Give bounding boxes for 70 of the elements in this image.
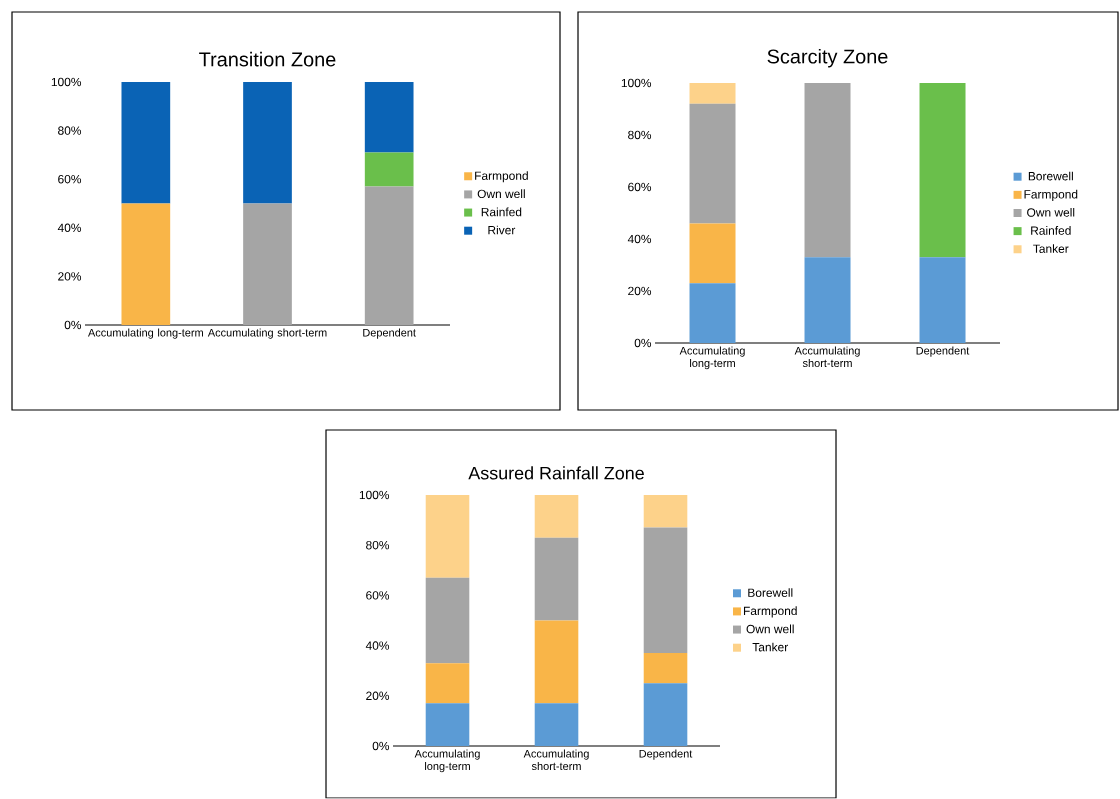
bar <box>689 223 736 284</box>
legend-label: Farmpond <box>475 171 528 183</box>
bar <box>804 83 851 258</box>
y-tick-label: 60% <box>628 182 652 192</box>
x-tick-label: Accumulating short-term <box>523 749 589 771</box>
bar <box>243 82 292 204</box>
x-tick-label: Accumulating long-term <box>414 749 480 773</box>
y-tick-label: 60% <box>366 591 390 600</box>
bar <box>534 703 579 747</box>
legend-label: Tanker <box>752 642 788 652</box>
bar <box>919 257 966 344</box>
bar <box>919 83 966 258</box>
y-tick-label: 0% <box>634 338 652 348</box>
y-tick-label: 40% <box>57 223 82 233</box>
y-tick-label: 20% <box>628 286 652 296</box>
bar <box>425 663 470 704</box>
y-tick-label: 100% <box>359 490 390 500</box>
legend-label: Rainfed <box>481 207 522 217</box>
legend-label: Rainfed <box>1031 226 1071 236</box>
legend-label: Own well <box>1027 208 1075 217</box>
y-tick-label: 0% <box>372 741 390 751</box>
legend-label: Borewell <box>748 588 793 598</box>
bar <box>121 82 171 204</box>
chart-title: Transition Zone <box>199 52 336 67</box>
y-tick-label: 80% <box>628 130 652 140</box>
bar <box>643 527 688 654</box>
legend-label: Farmpond <box>743 606 797 618</box>
bar <box>534 495 579 538</box>
y-tick-label: 100% <box>621 78 652 88</box>
bar <box>689 83 736 104</box>
legend-label: Own well <box>477 189 525 199</box>
legend-label: Tanker <box>1033 244 1069 254</box>
bar <box>643 653 688 684</box>
bar <box>534 620 579 704</box>
bar <box>121 203 171 326</box>
y-tick-label: 80% <box>366 541 390 550</box>
bar <box>534 537 579 621</box>
x-tick-label: Accumulating short-term <box>207 328 327 339</box>
legend-label: Borewell <box>1028 171 1073 181</box>
x-tick-label: Dependent <box>639 749 693 760</box>
chart-title: Scarcity Zone <box>767 49 888 68</box>
x-tick-label: Dependent <box>363 328 416 339</box>
x-tick-label: Accumulating short-term <box>794 346 860 368</box>
y-tick-label: 100% <box>51 77 82 87</box>
y-tick-label: 60% <box>58 175 82 184</box>
y-tick-label: 40% <box>627 234 652 244</box>
bar <box>364 82 414 153</box>
y-tick-label: 20% <box>58 272 82 281</box>
bar <box>364 186 414 326</box>
y-tick-label: 20% <box>366 691 390 701</box>
x-tick-label: Accumulating long-term <box>87 328 203 339</box>
y-tick-label: 80% <box>58 126 82 136</box>
chart-title: Assured Rainfall Zone <box>468 466 644 480</box>
x-tick-label: Accumulating long-term <box>679 346 745 370</box>
legend-label: Farmpond <box>1024 189 1078 202</box>
bar <box>689 283 736 344</box>
bar <box>689 103 736 224</box>
bar <box>364 152 414 187</box>
y-tick-label: 40% <box>365 641 390 651</box>
bar <box>425 495 470 579</box>
bar <box>804 257 851 344</box>
legend-label: River <box>488 225 516 235</box>
x-tick-label: Dependent <box>916 346 970 357</box>
legend-label: Own well <box>746 624 794 634</box>
bar <box>243 203 292 326</box>
bar <box>643 683 688 747</box>
bar <box>425 703 470 747</box>
y-tick-label: 0% <box>64 320 82 330</box>
bar <box>425 578 470 664</box>
bar <box>643 495 688 528</box>
